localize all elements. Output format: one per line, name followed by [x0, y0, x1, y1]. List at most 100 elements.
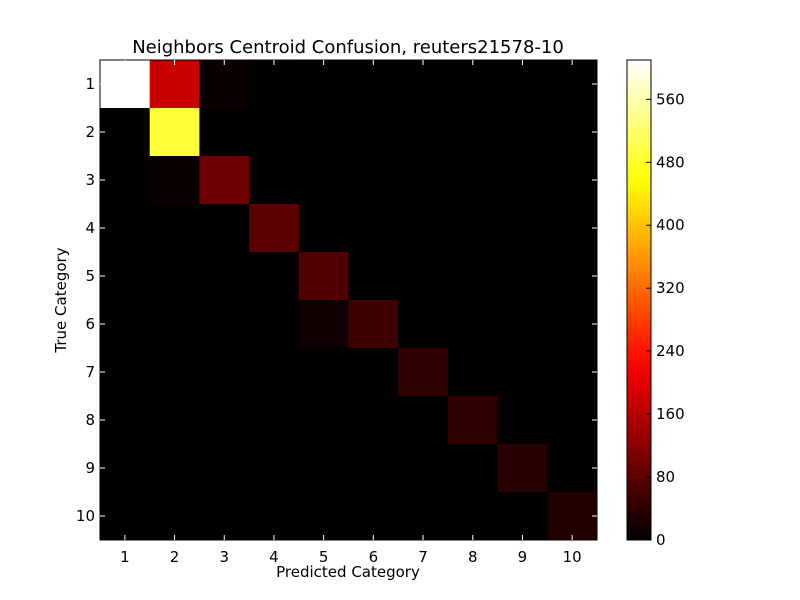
heatmap-cell: [398, 60, 449, 109]
heatmap-cell: [249, 60, 300, 109]
heatmap-cell: [447, 444, 499, 493]
y-tick-label: 6: [85, 315, 95, 333]
x-tick-label: 4: [269, 548, 279, 566]
heatmap-cell: [298, 348, 349, 397]
heatmap-cell: [149, 444, 200, 493]
chart-title: Neighbors Centroid Confusion, reuters215…: [132, 37, 564, 58]
x-tick-label: 6: [369, 548, 379, 566]
heatmap-cell: [100, 300, 151, 349]
heatmap-cell: [249, 252, 300, 301]
heatmap-cell: [298, 444, 349, 493]
heatmap-cell: [447, 348, 499, 397]
heatmap-cell: [100, 348, 151, 397]
heatmap-cell: [447, 300, 499, 349]
heatmap-cell: [348, 108, 399, 157]
heatmap-cell: [447, 60, 499, 109]
heatmap-cell: [199, 108, 250, 157]
heatmap-cell: [249, 156, 300, 205]
heatmap-cell: [497, 492, 548, 541]
heatmap-cell: [348, 300, 399, 349]
heatmap-cell: [398, 444, 449, 493]
heatmap-cell: [348, 60, 399, 109]
heatmap-cell: [447, 156, 499, 205]
heatmap-cell: [497, 348, 548, 397]
colorbar-tick-label: 0: [656, 531, 666, 549]
y-tick-label: 8: [85, 411, 95, 429]
heatmap-cell: [348, 396, 399, 445]
heatmap-cell: [100, 108, 151, 157]
heatmap-cell: [199, 348, 250, 397]
heatmap-cell: [447, 108, 499, 157]
heatmap-cell: [547, 204, 598, 253]
heatmap-cell: [398, 492, 449, 541]
heatmap-cell: [497, 204, 548, 253]
y-axis-label: True Category: [52, 247, 70, 353]
colorbar-ticks: 0 80 160 240 320 400 480 560: [646, 90, 685, 549]
x-axis-label: Predicted Category: [276, 563, 420, 581]
heatmap-cell: [447, 204, 499, 253]
heatmap-cell: [547, 396, 598, 445]
y-tick-label: 5: [85, 267, 95, 285]
heatmap-cell: [149, 60, 200, 109]
heatmap-cell: [100, 60, 151, 109]
heatmap-cell: [547, 60, 598, 109]
heatmap-cell: [547, 492, 598, 541]
colorbar-tick-label: 320: [656, 279, 685, 297]
heatmap-cell: [199, 444, 250, 493]
y-axis-ticks: 1 2 3 4 5 6 7 8 9 10: [76, 75, 597, 525]
x-tick-label: 3: [219, 548, 229, 566]
colorbar: [626, 59, 652, 541]
heatmap-cell: [497, 60, 548, 109]
heatmap-cell: [249, 492, 300, 541]
heatmap-cell: [447, 252, 499, 301]
heatmap-cell: [547, 444, 598, 493]
heatmap-cell: [547, 156, 598, 205]
heatmap-cell: [249, 204, 300, 253]
heatmap-cell: [249, 396, 300, 445]
heatmap-cell: [298, 156, 349, 205]
heatmap-cell: [348, 492, 399, 541]
y-tick-label: 3: [85, 171, 95, 189]
heatmap-cell: [398, 396, 449, 445]
heatmap-cell: [398, 156, 449, 205]
heatmap-cell: [298, 300, 349, 349]
heatmap-cell: [298, 204, 349, 253]
heatmap-cell: [199, 156, 250, 205]
heatmap-cell: [100, 252, 151, 301]
heatmap-cell: [348, 348, 399, 397]
heatmap-cell: [447, 396, 499, 445]
y-tick-label: 9: [85, 459, 95, 477]
heatmap-cell: [100, 204, 151, 253]
heatmap-cell: [149, 492, 200, 541]
heatmap-cell: [149, 108, 200, 157]
heatmap-cell: [149, 396, 200, 445]
y-tick-label: 2: [85, 123, 95, 141]
heatmap-cell: [298, 60, 349, 109]
heatmap-cell: [497, 444, 548, 493]
heatmap-cell: [348, 156, 399, 205]
heatmap-cell: [497, 156, 548, 205]
heatmap-cell: [100, 396, 151, 445]
x-tick-label: 10: [563, 548, 582, 566]
heatmap-cell: [398, 348, 449, 397]
heatmap-cell: [149, 252, 200, 301]
x-tick-label: 7: [418, 548, 428, 566]
heatmap-cell: [100, 444, 151, 493]
heatmap-cell: [547, 108, 598, 157]
heatmap-cell: [199, 204, 250, 253]
heatmap-cell: [497, 396, 548, 445]
heatmap-cell: [348, 252, 399, 301]
heatmap-cells: [100, 60, 598, 541]
heatmap-cell: [149, 156, 200, 205]
heatmap-cell: [398, 204, 449, 253]
heatmap-cell: [398, 300, 449, 349]
y-tick-label: 7: [85, 363, 95, 381]
heatmap-cell: [298, 252, 349, 301]
x-tick-label: 1: [120, 548, 130, 566]
y-tick-label: 1: [85, 75, 95, 93]
x-tick-label: 9: [518, 548, 528, 566]
y-tick-label: 10: [76, 507, 95, 525]
x-tick-label: 8: [468, 548, 478, 566]
heatmap-cell: [199, 60, 250, 109]
